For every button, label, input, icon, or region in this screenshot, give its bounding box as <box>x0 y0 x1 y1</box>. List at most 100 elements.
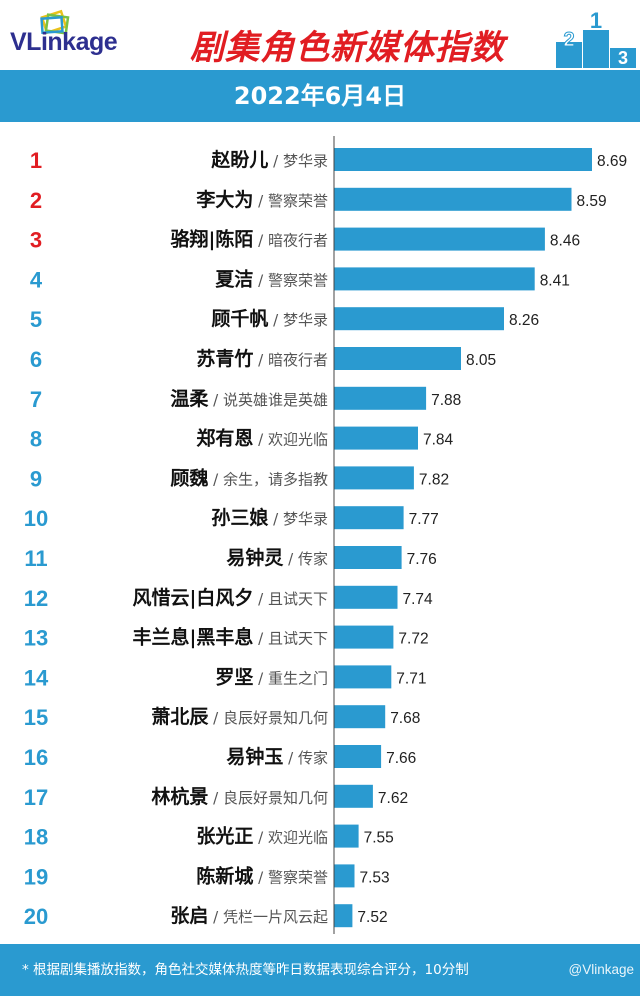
table-row: 14 罗坚 / 重生之门 7.71 <box>24 665 426 690</box>
footnote: * 根据剧集播放指数，角色社交媒体热度等昨日数据表现综合评分，10分制 <box>22 962 469 978</box>
character-name: 丰兰息|黑丰息 <box>132 626 253 649</box>
show-name: 重生之门 <box>268 669 328 687</box>
table-row: 15 萧北辰 / 良辰好景知几何 7.68 <box>24 705 420 730</box>
value-label: 8.26 <box>509 312 539 329</box>
bar <box>334 267 535 291</box>
character-name: 夏洁 <box>215 267 253 290</box>
show-name: 且试天下 <box>268 590 328 608</box>
table-row: 6 苏青竹 / 暗夜行者 8.05 <box>30 347 496 372</box>
header: VLinkage 剧集角色新媒体指数 2 1 3 <box>0 0 640 70</box>
separator: / <box>208 470 223 488</box>
show-name: 说英雄谁是英雄 <box>223 391 328 409</box>
rank-label: 18 <box>24 825 48 850</box>
rank-label: 17 <box>24 785 48 810</box>
value-label: 7.84 <box>423 432 454 449</box>
svg-text:1: 1 <box>590 8 602 33</box>
table-row: 9 顾魏 / 余生，请多指教 7.82 <box>30 466 449 491</box>
show-name: 暗夜行者 <box>268 351 328 369</box>
bar <box>334 347 461 370</box>
show-name: 梦华录 <box>283 311 328 329</box>
value-label: 8.59 <box>577 193 607 210</box>
character-name: 萧北辰 <box>151 706 209 728</box>
date-banner: 2022年6月4日 <box>0 70 640 122</box>
character-name: 苏青竹 <box>196 347 253 370</box>
table-row: 19 陈新城 / 警察荣誉 7.53 <box>24 864 390 889</box>
character-label: 罗坚 / 重生之门 <box>215 666 328 688</box>
character-label: 张光正 / 欢迎光临 <box>196 825 328 848</box>
show-name: 警察荣誉 <box>268 868 328 886</box>
table-row: 2 李大为 / 警察荣誉 8.59 <box>30 187 607 213</box>
table-row: 8 郑有恩 / 欢迎光临 7.84 <box>30 426 454 452</box>
character-label: 风惜云|白风夕 / 且试天下 <box>132 586 328 609</box>
character-name: 温柔 <box>170 388 209 410</box>
bar <box>334 426 418 450</box>
show-name: 梦华录 <box>283 152 328 170</box>
bar <box>334 745 382 768</box>
value-label: 8.69 <box>597 153 627 170</box>
table-row: 20 张启 / 凭栏一片风云起 7.52 <box>24 904 388 929</box>
rank-label: 8 <box>30 427 42 452</box>
table-row: 16 易钟玉 / 传家 7.66 <box>24 745 416 770</box>
show-name: 警察荣誉 <box>268 192 328 210</box>
bar <box>334 187 572 211</box>
character-label: 丰兰息|黑丰息 / 且试天下 <box>132 626 328 649</box>
bar <box>334 665 392 689</box>
brand-logo: VLinkage <box>10 28 118 56</box>
value-label: 7.88 <box>431 392 461 409</box>
table-row: 10 孙三娘 / 梦华录 7.77 <box>24 506 439 531</box>
watermark: @Vlinkage <box>568 962 635 977</box>
separator: / <box>208 391 223 409</box>
show-name: 良辰好景知几何 <box>223 709 328 727</box>
character-label: 易钟玉 / 传家 <box>226 745 328 768</box>
logo-mark-icon <box>40 9 70 35</box>
character-label: 张启 / 凭栏一片风云起 <box>170 904 328 927</box>
value-label: 7.71 <box>396 670 426 687</box>
page-title: 剧集角色新媒体指数 <box>190 28 505 68</box>
table-row: 12 风惜云|白风夕 / 且试天下 7.74 <box>24 585 434 611</box>
character-label: 郑有恩 / 欢迎光临 <box>196 427 328 450</box>
separator: / <box>253 351 268 369</box>
rank-label: 6 <box>30 347 42 372</box>
value-label: 7.76 <box>407 551 437 568</box>
character-name: 林杭景 <box>151 785 208 808</box>
bar <box>334 506 404 530</box>
character-name: 顾魏 <box>170 466 208 489</box>
show-name: 余生，请多指教 <box>223 470 328 488</box>
character-name: 李大为 <box>195 188 253 211</box>
bar <box>334 148 592 171</box>
table-row: 3 骆翔|陈陌 / 暗夜行者 8.46 <box>30 227 580 253</box>
separator: / <box>253 431 268 449</box>
podium-icon: 2 1 3 <box>556 8 636 68</box>
bar <box>334 864 355 888</box>
value-label: 7.74 <box>403 591 434 608</box>
value-label: 7.77 <box>409 511 439 528</box>
show-name: 欢迎光临 <box>268 431 328 449</box>
value-label: 7.72 <box>398 631 428 648</box>
bar <box>334 585 398 609</box>
table-row: 1 赵盼儿 / 梦华录 8.69 <box>30 148 627 173</box>
show-name: 欢迎光临 <box>268 829 328 847</box>
character-name: 易钟灵 <box>226 546 284 569</box>
bar <box>334 466 414 490</box>
separator: / <box>253 630 268 648</box>
footer: * 根据剧集播放指数，角色社交媒体热度等昨日数据表现综合评分，10分制 @Vli… <box>0 944 640 996</box>
rank-label: 9 <box>30 466 42 491</box>
bar <box>334 307 504 331</box>
bar <box>334 784 373 808</box>
character-name: 风惜云|白风夕 <box>132 586 253 609</box>
character-name: 孙三娘 <box>211 506 269 529</box>
character-name: 易钟玉 <box>226 745 283 768</box>
rank-label: 20 <box>24 904 48 929</box>
character-name: 赵盼儿 <box>210 148 268 171</box>
rank-label: 1 <box>30 148 42 173</box>
separator: / <box>268 311 283 329</box>
character-label: 夏洁 / 警察荣誉 <box>215 267 328 290</box>
show-name: 凭栏一片风云起 <box>223 908 328 926</box>
separator: / <box>208 709 223 727</box>
rank-label: 4 <box>30 267 43 292</box>
separator: / <box>253 669 268 687</box>
bar <box>334 625 394 649</box>
rank-label: 16 <box>24 745 48 770</box>
svg-text:3: 3 <box>618 48 628 68</box>
value-label: 7.82 <box>419 471 449 488</box>
